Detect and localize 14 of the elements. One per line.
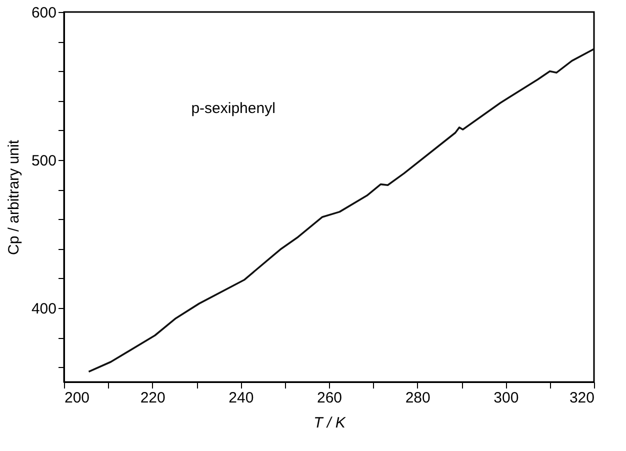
y-axis-title: Cp / arbitrary unit: [5, 139, 22, 256]
line-series: [88, 48, 595, 373]
y-tick-label: 500: [31, 152, 56, 170]
x-tick-label: 240: [228, 390, 254, 406]
x-tick-label: 280: [405, 390, 430, 406]
x-axis-title: T / K: [314, 414, 346, 432]
x-tick-label: 260: [316, 390, 342, 406]
x-tick-label: 200: [64, 390, 90, 406]
y-tick-label: 400: [31, 300, 56, 318]
x-tick-label: 220: [140, 390, 166, 406]
x-tick-label: 300: [494, 390, 519, 406]
text: p-sexiphenyl: [191, 100, 276, 118]
x-tick-label: 320: [569, 390, 594, 406]
y-tick-label: 600: [31, 4, 56, 22]
